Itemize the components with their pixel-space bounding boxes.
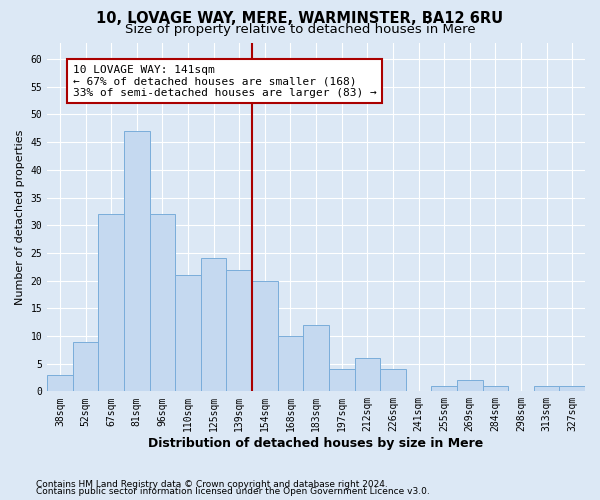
Bar [226,270,252,392]
Bar [278,336,303,392]
X-axis label: Distribution of detached houses by size in Mere: Distribution of detached houses by size … [148,437,484,450]
Bar [47,374,73,392]
Bar [431,386,457,392]
Bar [124,131,149,392]
Bar [252,280,278,392]
Bar [534,386,559,392]
Bar [482,386,508,392]
Bar [457,380,482,392]
Bar [149,214,175,392]
Bar [73,342,98,392]
Bar [329,369,355,392]
Bar [559,386,585,392]
Y-axis label: Number of detached properties: Number of detached properties [15,129,25,304]
Text: Contains public sector information licensed under the Open Government Licence v3: Contains public sector information licen… [36,487,430,496]
Bar [201,258,226,392]
Bar [380,369,406,392]
Text: 10 LOVAGE WAY: 141sqm
← 67% of detached houses are smaller (168)
33% of semi-det: 10 LOVAGE WAY: 141sqm ← 67% of detached … [73,64,377,98]
Bar [355,358,380,392]
Bar [98,214,124,392]
Bar [303,325,329,392]
Text: 10, LOVAGE WAY, MERE, WARMINSTER, BA12 6RU: 10, LOVAGE WAY, MERE, WARMINSTER, BA12 6… [97,11,503,26]
Bar [175,275,201,392]
Text: Size of property relative to detached houses in Mere: Size of property relative to detached ho… [125,22,475,36]
Text: Contains HM Land Registry data © Crown copyright and database right 2024.: Contains HM Land Registry data © Crown c… [36,480,388,489]
